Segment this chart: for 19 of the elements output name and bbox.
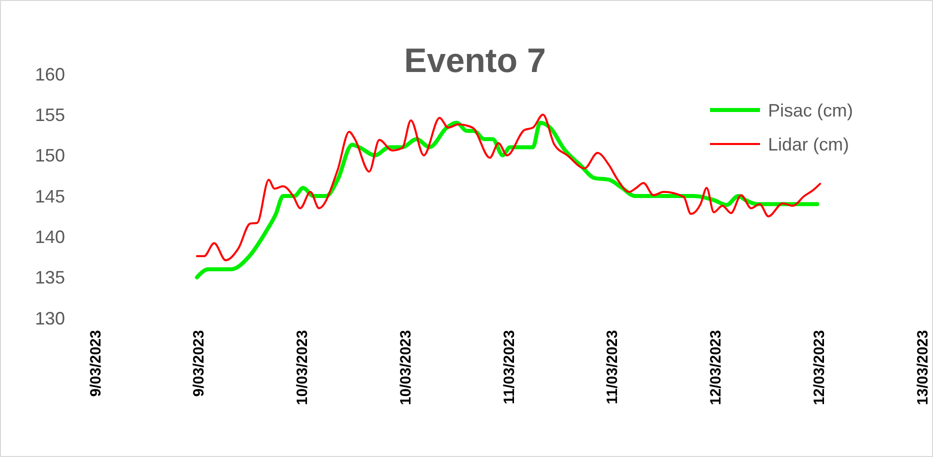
y-tick-label: 150: [34, 146, 65, 166]
x-tick-label: 10/03/2023: [294, 330, 311, 406]
y-tick-label: 160: [34, 64, 65, 84]
x-tick-label: 9/03/2023: [87, 330, 104, 397]
x-tick-label: 11/03/2023: [500, 330, 518, 404]
x-tick-label: 11/03/2023: [604, 330, 622, 404]
y-tick-label: 140: [34, 226, 65, 247]
y-tick-label: 135: [34, 268, 65, 288]
legend-label: Lidar (cm): [768, 134, 850, 154]
y-tick-label: 145: [34, 186, 65, 206]
x-tick-label: 13/03/2023: [914, 330, 932, 406]
x-tick-label: 9/03/2023: [190, 330, 208, 397]
legend-label: Pisac (cm): [768, 100, 853, 120]
y-tick-label: 155: [34, 104, 65, 125]
y-tick-label: 130: [34, 308, 65, 328]
chart-title: Evento 7: [404, 42, 546, 80]
x-tick-label: 12/03/2023: [810, 330, 828, 406]
x-tick-label: 10/03/2023: [397, 330, 414, 406]
x-tick-label: 12/03/2023: [708, 330, 724, 406]
